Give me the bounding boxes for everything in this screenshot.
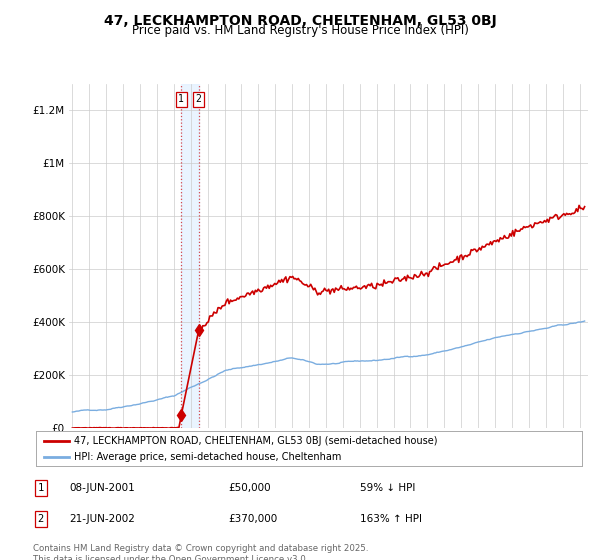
- Text: 163% ↑ HPI: 163% ↑ HPI: [360, 514, 422, 524]
- Text: 1: 1: [38, 483, 44, 493]
- Text: 1: 1: [178, 95, 184, 105]
- Text: Price paid vs. HM Land Registry's House Price Index (HPI): Price paid vs. HM Land Registry's House …: [131, 24, 469, 37]
- Text: 2: 2: [196, 95, 202, 105]
- Text: 2: 2: [38, 514, 44, 524]
- Text: 47, LECKHAMPTON ROAD, CHELTENHAM, GL53 0BJ: 47, LECKHAMPTON ROAD, CHELTENHAM, GL53 0…: [104, 14, 496, 28]
- Text: £370,000: £370,000: [228, 514, 277, 524]
- Text: 21-JUN-2002: 21-JUN-2002: [69, 514, 135, 524]
- Bar: [181, 84, 199, 428]
- Text: £50,000: £50,000: [228, 483, 271, 493]
- Text: 47, LECKHAMPTON ROAD, CHELTENHAM, GL53 0BJ (semi-detached house): 47, LECKHAMPTON ROAD, CHELTENHAM, GL53 0…: [74, 436, 438, 446]
- Text: Contains HM Land Registry data © Crown copyright and database right 2025.
This d: Contains HM Land Registry data © Crown c…: [33, 544, 368, 560]
- Text: HPI: Average price, semi-detached house, Cheltenham: HPI: Average price, semi-detached house,…: [74, 452, 341, 462]
- Text: 08-JUN-2001: 08-JUN-2001: [69, 483, 135, 493]
- Text: 59% ↓ HPI: 59% ↓ HPI: [360, 483, 415, 493]
